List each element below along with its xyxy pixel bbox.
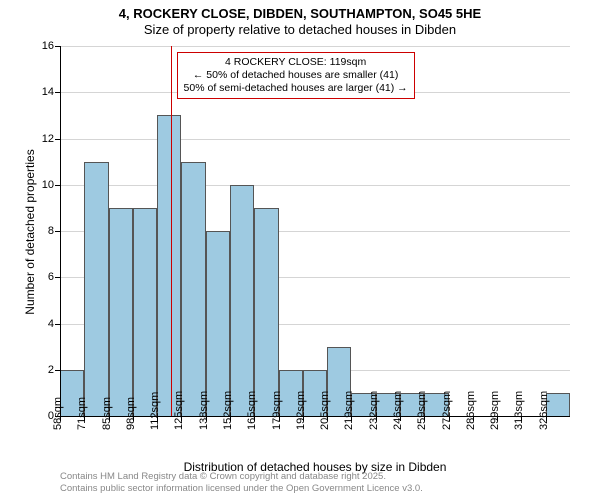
y-tick-label: 4 [48, 318, 54, 330]
histogram-bar [84, 162, 108, 416]
y-tick-label: 2 [48, 364, 54, 376]
y-tick-label: 14 [42, 86, 54, 98]
reference-line [171, 46, 173, 416]
chart-title-main: 4, ROCKERY CLOSE, DIBDEN, SOUTHAMPTON, S… [0, 6, 600, 22]
y-tick-label: 10 [42, 179, 54, 191]
annotation-box: 4 ROCKERY CLOSE: 119sqm← 50% of detached… [177, 52, 415, 99]
title-block: 4, ROCKERY CLOSE, DIBDEN, SOUTHAMPTON, S… [0, 0, 600, 39]
gridline [60, 139, 570, 140]
gridline [60, 46, 570, 47]
histogram-bar [157, 115, 181, 416]
histogram-bar [109, 208, 133, 416]
attribution-line-2: Contains public sector information licen… [60, 483, 423, 494]
chart-container: 4, ROCKERY CLOSE, DIBDEN, SOUTHAMPTON, S… [0, 0, 600, 500]
y-tick-label: 6 [48, 271, 54, 283]
y-tick-label: 16 [42, 40, 54, 52]
histogram-bar [133, 208, 157, 416]
gridline [60, 185, 570, 186]
y-axis-line [60, 46, 61, 416]
chart-title-sub: Size of property relative to detached ho… [0, 22, 600, 38]
histogram-bar [230, 185, 254, 416]
attribution-line-1: Contains HM Land Registry data © Crown c… [60, 471, 386, 482]
y-axis-label: Number of detached properties [23, 132, 37, 332]
histogram-bar [206, 231, 230, 416]
y-tick-label: 8 [48, 225, 54, 237]
annotation-line-2: ← 50% of detached houses are smaller (41… [193, 69, 398, 81]
annotation-line-3: 50% of semi-detached houses are larger (… [184, 82, 408, 94]
annotation-line-1: 4 ROCKERY CLOSE: 119sqm [225, 56, 366, 68]
attribution-text: Contains HM Land Registry data © Crown c… [60, 471, 423, 494]
histogram-bar [254, 208, 278, 416]
plot-area: 4 ROCKERY CLOSE: 119sqm← 50% of detached… [60, 46, 570, 416]
histogram-bar [181, 162, 205, 416]
y-tick-label: 12 [42, 133, 54, 145]
